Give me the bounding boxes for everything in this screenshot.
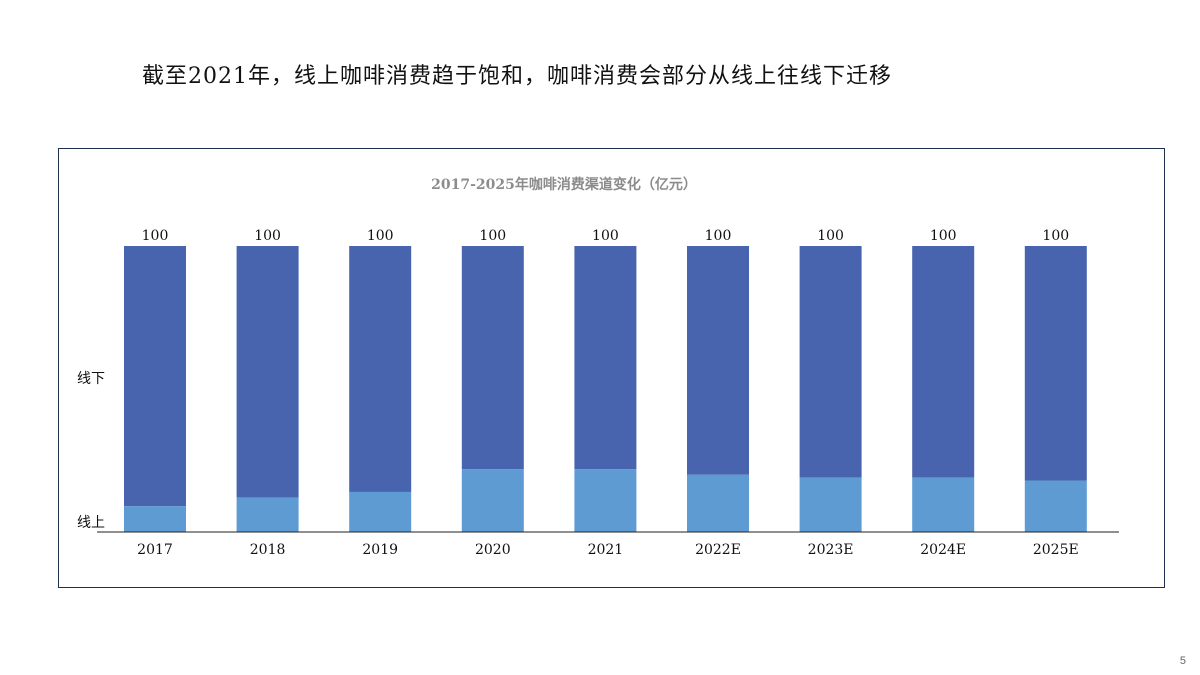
x-tick-label-2023E: 2023E <box>808 542 854 558</box>
bar-offline-2025E <box>1024 246 1087 481</box>
total-label-2025E: 100 <box>1042 228 1069 244</box>
x-tick-label-2019: 2019 <box>362 542 398 558</box>
bar-online-2019 <box>349 491 412 532</box>
total-label-2017: 100 <box>142 228 169 244</box>
legend-online-label: 线上 <box>77 515 105 531</box>
bar-online-2023E <box>799 477 862 532</box>
total-label-2023E: 100 <box>817 228 844 244</box>
bar-offline-2022E <box>687 246 749 475</box>
x-tick-label-2020: 2020 <box>475 542 511 558</box>
bar-online-2021 <box>574 469 637 532</box>
bar-online-2024E <box>912 477 975 532</box>
slide-title: 截至2021年，线上咖啡消费趋于饱和，咖啡消费会部分从线上往线下迁移 <box>142 64 892 89</box>
bar-offline-2017 <box>124 246 186 507</box>
chart-frame: 2017-2025年咖啡消费渠道变化（亿元） 线下 线上 100 2017 100 2… <box>58 148 1165 588</box>
total-label-2022E: 100 <box>705 228 732 244</box>
bar-offline-2020 <box>461 246 524 470</box>
stacked-bar-chart: 2017-2025年咖啡消费渠道变化（亿元） 线下 线上 100 2017 100 2… <box>77 176 1119 558</box>
bar-offline-2023E <box>799 246 862 478</box>
total-label-2019: 100 <box>367 228 394 244</box>
x-tick-label-2024E: 2024E <box>920 542 966 558</box>
total-label-2021: 100 <box>592 228 619 244</box>
bar-offline-2024E <box>912 246 975 478</box>
x-tick-label-2018: 2018 <box>250 542 286 558</box>
chart-title: 2017-2025年咖啡消费渠道变化（亿元） <box>431 176 697 193</box>
bar-online-2020 <box>461 469 524 532</box>
page-number: 5 <box>1179 655 1186 667</box>
legend-offline-label: 线下 <box>77 371 105 387</box>
total-label-2018: 100 <box>254 228 281 244</box>
bar-offline-2021 <box>574 246 637 470</box>
total-label-2024E: 100 <box>930 228 957 244</box>
x-tick-label-2022E: 2022E <box>695 542 741 558</box>
total-label-2020: 100 <box>479 228 506 244</box>
bar-online-2022E <box>687 474 749 532</box>
x-tick-label-2017: 2017 <box>137 542 173 558</box>
bar-offline-2019 <box>349 246 412 492</box>
bar-online-2017 <box>124 506 186 532</box>
x-tick-label-2021: 2021 <box>588 542 624 558</box>
bar-online-2025E <box>1024 480 1087 532</box>
bar-offline-2018 <box>236 246 299 498</box>
x-tick-label-2025E: 2025E <box>1033 542 1079 558</box>
bar-online-2018 <box>236 497 299 532</box>
